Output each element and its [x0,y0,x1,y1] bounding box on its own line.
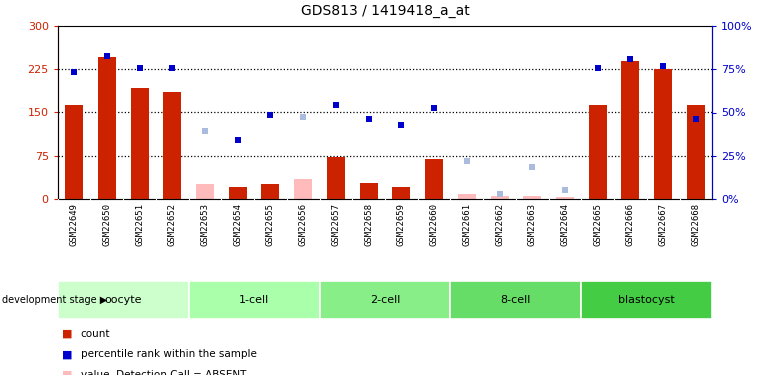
Bar [654,69,672,199]
Text: GSM22667: GSM22667 [658,203,668,246]
Bar [196,184,214,199]
Text: GSM22653: GSM22653 [200,203,209,246]
Bar [621,61,639,199]
Text: GSM22668: GSM22668 [691,203,701,246]
Text: value, Detection Call = ABSENT: value, Detection Call = ABSENT [81,370,246,375]
Text: GSM22665: GSM22665 [593,203,602,246]
Bar [524,196,541,199]
Text: GSM22658: GSM22658 [364,203,373,246]
Text: 2-cell: 2-cell [370,295,400,305]
Text: oocyte: oocyte [105,295,142,305]
Bar [327,157,345,199]
Bar [58,281,189,319]
Text: count: count [81,329,110,339]
Text: GSM22660: GSM22660 [430,203,439,246]
Text: GSM22651: GSM22651 [135,203,144,246]
Bar [320,281,450,319]
Bar [163,92,181,199]
Text: ■: ■ [62,329,72,339]
Text: GDS813 / 1419418_a_at: GDS813 / 1419418_a_at [300,4,470,18]
Bar [425,159,443,199]
Text: GSM22661: GSM22661 [462,203,471,246]
Bar [360,183,377,199]
Text: GSM22666: GSM22666 [626,203,635,246]
Text: GSM22657: GSM22657 [331,203,340,246]
Text: GSM22664: GSM22664 [561,203,570,246]
Text: development stage ▶: development stage ▶ [2,295,107,305]
Text: ■: ■ [62,350,72,359]
Bar [458,194,476,199]
Bar [393,187,410,199]
Text: percentile rank within the sample: percentile rank within the sample [81,350,256,359]
Bar [581,281,712,319]
Bar [589,105,607,199]
Bar [262,184,280,199]
Bar [450,281,581,319]
Text: GSM22652: GSM22652 [168,203,177,246]
Bar [65,105,83,199]
Text: blastocyst: blastocyst [618,295,675,305]
Bar [229,187,246,199]
Text: GSM22659: GSM22659 [397,203,406,246]
Text: GSM22654: GSM22654 [233,203,243,246]
Text: 1-cell: 1-cell [239,295,270,305]
Bar [189,281,320,319]
Text: GSM22662: GSM22662 [495,203,504,246]
Bar [490,196,508,199]
Text: GSM22656: GSM22656 [299,203,308,246]
Bar [556,197,574,199]
Bar [131,88,149,199]
Text: GSM22663: GSM22663 [527,203,537,246]
Bar [98,57,116,199]
Text: GSM22655: GSM22655 [266,203,275,246]
Text: GSM22649: GSM22649 [69,203,79,246]
Text: GSM22650: GSM22650 [102,203,112,246]
Text: ■: ■ [62,370,72,375]
Bar [294,178,312,199]
Text: 8-cell: 8-cell [500,295,531,305]
Bar [687,105,705,199]
